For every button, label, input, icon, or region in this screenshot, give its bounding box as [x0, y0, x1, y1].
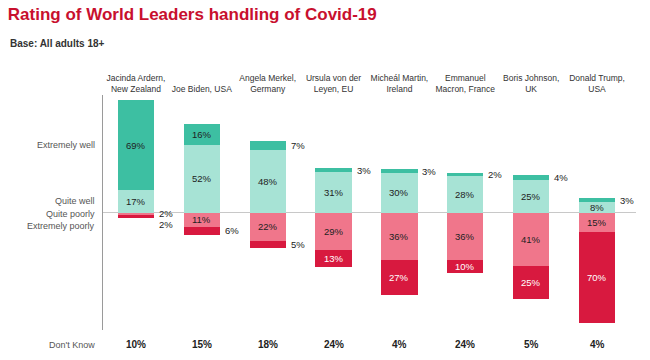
svg-text:3%: 3% — [620, 195, 634, 206]
svg-text:2%: 2% — [159, 208, 173, 219]
svg-text:3%: 3% — [422, 166, 436, 177]
svg-text:10%: 10% — [455, 261, 475, 272]
svg-text:Don't Know: Don't Know — [49, 340, 95, 350]
svg-text:27%: 27% — [389, 272, 409, 283]
svg-text:11%: 11% — [192, 214, 211, 225]
svg-text:8%: 8% — [590, 202, 604, 213]
svg-text:30%: 30% — [389, 187, 409, 198]
svg-text:10%: 10% — [126, 339, 146, 350]
svg-text:28%: 28% — [455, 189, 475, 200]
svg-text:Extremely well: Extremely well — [37, 140, 95, 150]
svg-text:Quite poorly: Quite poorly — [46, 209, 95, 219]
svg-text:36%: 36% — [389, 231, 409, 242]
svg-text:7%: 7% — [291, 140, 305, 151]
svg-text:Joe Biden, USA: Joe Biden, USA — [172, 84, 232, 94]
svg-text:18%: 18% — [258, 339, 278, 350]
svg-text:36%: 36% — [455, 231, 475, 242]
svg-text:2%: 2% — [159, 219, 173, 230]
svg-text:Extremely poorly: Extremely poorly — [27, 221, 95, 231]
svg-text:Donald Trump,USA: Donald Trump,USA — [569, 73, 625, 94]
svg-text:4%: 4% — [554, 172, 568, 183]
svg-text:Ursula von derLeyen, EU: Ursula von derLeyen, EU — [306, 73, 361, 94]
svg-text:70%: 70% — [587, 272, 607, 283]
svg-text:Quite well: Quite well — [55, 196, 95, 206]
svg-text:3%: 3% — [357, 165, 371, 176]
svg-text:15%: 15% — [192, 339, 212, 350]
svg-text:Micheál Martin,Ireland: Micheál Martin,Ireland — [371, 73, 429, 94]
svg-text:2%: 2% — [488, 169, 502, 180]
svg-text:16%: 16% — [192, 129, 212, 140]
svg-text:24%: 24% — [324, 339, 344, 350]
svg-text:4%: 4% — [392, 339, 407, 350]
svg-text:4%: 4% — [590, 339, 605, 350]
svg-text:31%: 31% — [324, 187, 344, 198]
svg-text:41%: 41% — [521, 234, 541, 245]
svg-text:Base: All adults 18+: Base: All adults 18+ — [10, 38, 105, 49]
svg-text:24%: 24% — [455, 339, 475, 350]
svg-text:Boris Johnson,UK: Boris Johnson,UK — [503, 73, 559, 94]
svg-text:5%: 5% — [524, 339, 539, 350]
svg-text:EmmanuelMacron, France: EmmanuelMacron, France — [436, 73, 496, 94]
svg-text:25%: 25% — [521, 277, 541, 288]
svg-text:22%: 22% — [258, 221, 278, 232]
svg-text:Jacinda Ardern,New Zealand: Jacinda Ardern,New Zealand — [106, 73, 165, 94]
svg-text:6%: 6% — [225, 225, 239, 236]
svg-text:15%: 15% — [587, 217, 607, 228]
svg-text:25%: 25% — [521, 191, 541, 202]
svg-text:48%: 48% — [258, 176, 278, 187]
svg-text:52%: 52% — [192, 173, 212, 184]
svg-text:Angela Merkel,Germany: Angela Merkel,Germany — [239, 73, 296, 94]
svg-text:29%: 29% — [324, 226, 344, 237]
svg-text:17%: 17% — [126, 196, 146, 207]
svg-text:69%: 69% — [126, 140, 146, 151]
svg-text:13%: 13% — [324, 253, 344, 264]
svg-text:Rating of World Leaders handli: Rating of World Leaders handling of Covi… — [8, 5, 377, 24]
svg-text:5%: 5% — [291, 239, 305, 250]
